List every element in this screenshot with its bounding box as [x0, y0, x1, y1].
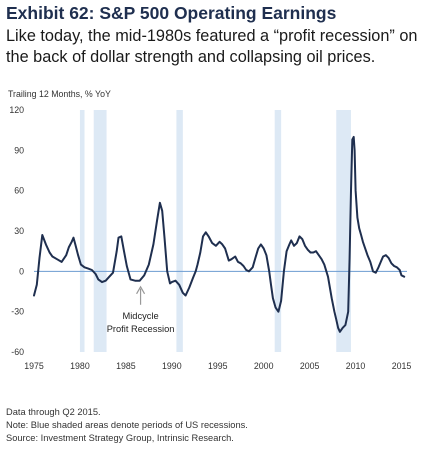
x-tick-label: 1985 — [116, 361, 136, 371]
footnotes: Data through Q2 2015. Note: Blue shaded … — [6, 406, 426, 445]
x-tick-label: 1980 — [70, 361, 90, 371]
recession-band — [93, 110, 107, 352]
y-tick-label: 0 — [19, 266, 24, 276]
y-tick-label: -30 — [11, 307, 24, 317]
y-tick-labels: -60 -30 0 30 60 90 120 — [9, 105, 24, 357]
y-tick-label: 60 — [14, 186, 24, 196]
earnings-growth-line — [33, 135, 406, 333]
data-through-note: Data through Q2 2015. — [6, 407, 101, 417]
x-tick-label: 2015 — [392, 361, 412, 371]
x-tick-label: 1995 — [208, 361, 228, 371]
y-axis-label: Trailing 12 Months, % YoY — [8, 89, 111, 99]
exhibit-subtitle: Like today, the mid-1980s featured a “pr… — [6, 27, 418, 66]
earnings-chart: Trailing 12 Months, % YoY -60 -30 0 30 60 90 1… — [8, 89, 411, 371]
y-tick-label: 90 — [14, 145, 24, 155]
x-tick-label: 1990 — [162, 361, 182, 371]
x-tick-label: 2010 — [346, 361, 366, 371]
recession-note: Note: Blue shaded areas denote periods o… — [6, 420, 248, 430]
recession-band — [336, 110, 351, 352]
y-tick-label: 30 — [14, 226, 24, 236]
annotation-arrow-head — [136, 285, 146, 295]
annotation-label: Midcycle — [122, 311, 158, 321]
x-tick-label: 2000 — [254, 361, 274, 371]
source-note: Source: Investment Strategy Group, Intri… — [6, 433, 234, 443]
y-tick-label: -60 — [11, 347, 24, 357]
recession-band — [79, 110, 85, 352]
x-tick-labels: 1975 1980 1985 1990 1995 2000 2005 2010 2015 — [24, 361, 411, 371]
recession-band — [176, 110, 183, 352]
recession-bands — [79, 110, 351, 352]
midcycle-annotation: Midcycle Profit Recession — [107, 285, 175, 334]
x-tick-label: 1975 — [24, 361, 44, 371]
x-tick-label: 2005 — [300, 361, 320, 371]
recession-band — [274, 110, 282, 352]
exhibit-title: Exhibit 62: S&P 500 Operating Earnings — [6, 3, 337, 23]
y-tick-label: 120 — [9, 105, 24, 115]
annotation-label: Profit Recession — [107, 324, 175, 334]
